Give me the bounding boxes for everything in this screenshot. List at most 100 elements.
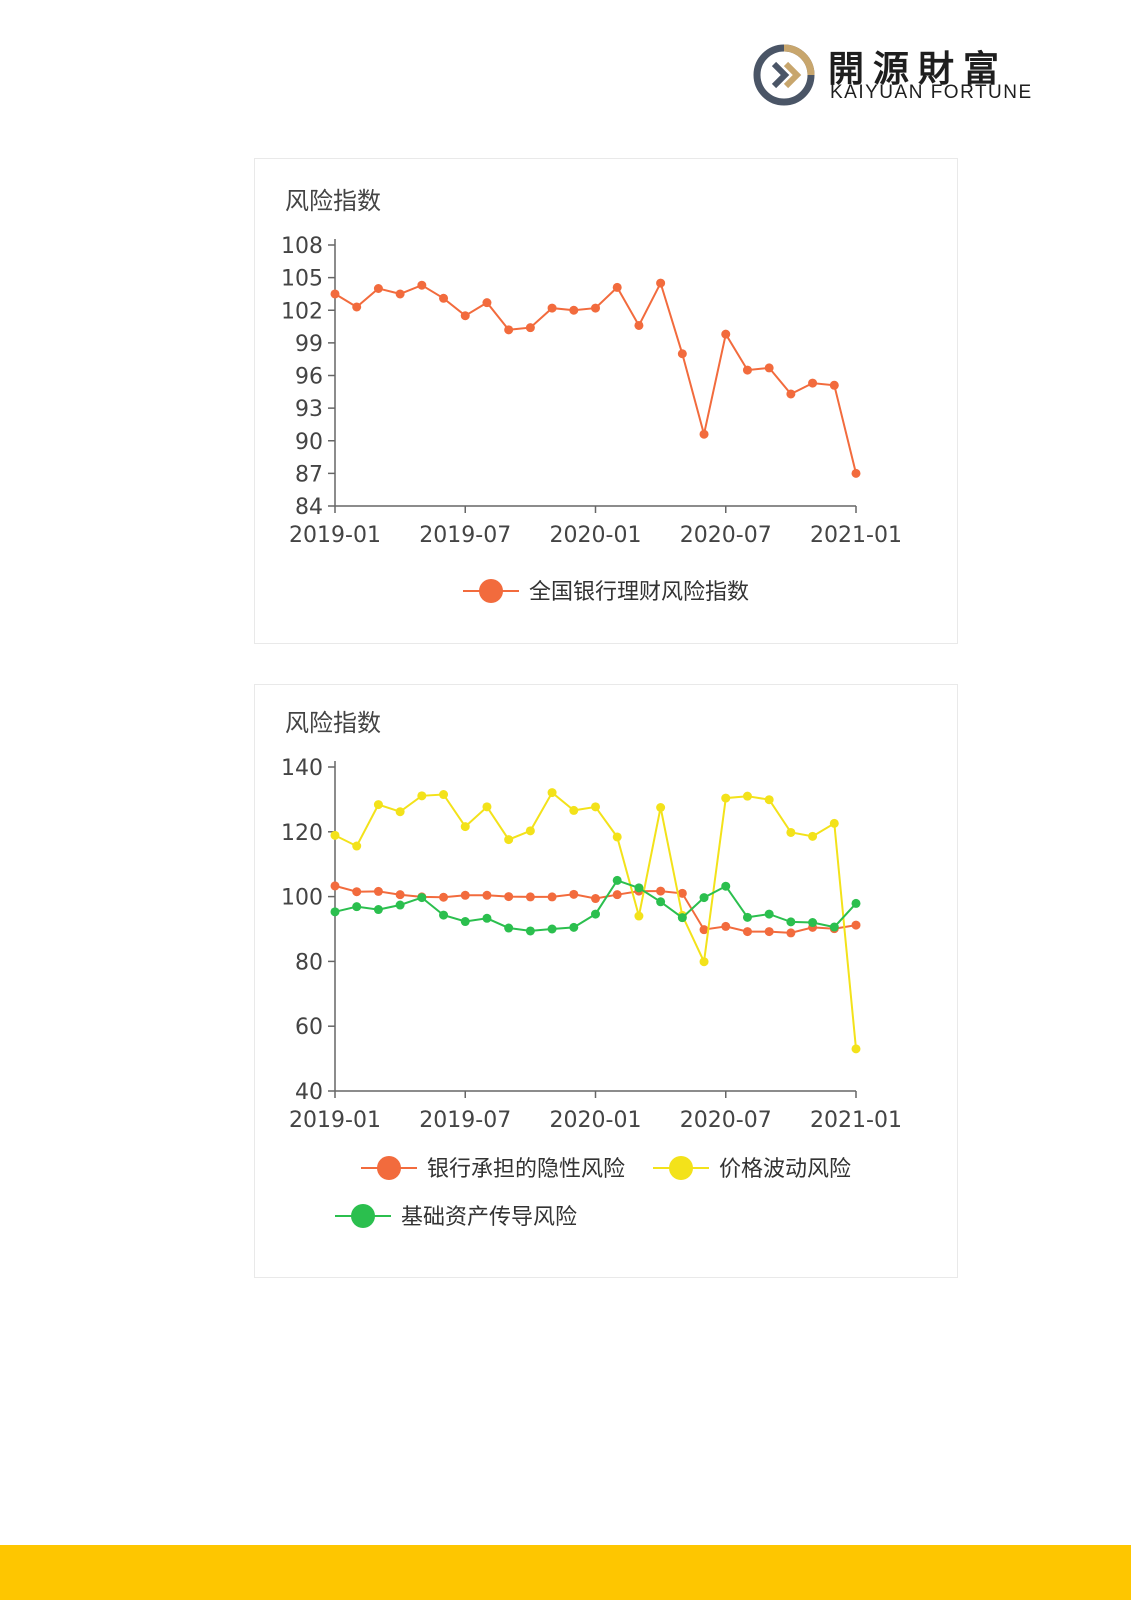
legend-label: 价格波动风险	[719, 1157, 851, 1182]
data-point	[656, 278, 666, 288]
data-point	[373, 886, 383, 896]
data-point	[808, 378, 818, 388]
y-tick-label: 102	[281, 299, 323, 324]
legend-marker	[351, 1204, 375, 1228]
data-point	[352, 302, 362, 312]
data-point	[742, 912, 752, 922]
chart-overall-risk: 风险指数 84 87 90 93 96 99 102 105 108 2019-01 2019-07 2…	[281, 187, 902, 605]
data-point	[547, 303, 557, 313]
y-tick-label: 90	[295, 430, 323, 455]
data-point	[612, 282, 622, 292]
data-point	[677, 913, 687, 923]
data-point	[504, 835, 514, 845]
y-tick-label: 99	[295, 332, 323, 357]
legend-label: 全国银行理财风险指数	[529, 580, 749, 605]
data-point	[525, 892, 535, 902]
data-point	[547, 788, 557, 798]
x-tick-label: 2019-07	[419, 1108, 511, 1133]
x-tick-label: 2020-07	[680, 523, 772, 548]
y-tick-label: 105	[281, 267, 323, 292]
data-point	[764, 927, 774, 937]
legend-marker	[377, 1156, 401, 1180]
data-point	[330, 830, 340, 840]
data-point	[395, 289, 405, 299]
data-point	[547, 892, 557, 902]
data-point	[330, 881, 340, 891]
data-point	[786, 917, 796, 927]
data-point	[482, 890, 492, 900]
chart-risk-components: 风险指数 40 60 80 100 120 140 2019-01 2019-07 2020-01…	[281, 709, 902, 1230]
legend-marker	[479, 579, 503, 603]
data-point	[569, 889, 579, 899]
x-tick-label: 2019-01	[289, 523, 381, 548]
chart-title: 风险指数	[285, 709, 381, 737]
y-tick-label: 60	[295, 1015, 323, 1040]
data-point	[591, 802, 600, 812]
data-point	[352, 887, 362, 897]
brand-name-cn: 開源財富	[828, 48, 1009, 90]
y-tick-label: 40	[295, 1080, 323, 1105]
data-point	[417, 893, 427, 903]
data-point	[612, 832, 622, 842]
x-tick-label: 2019-07	[419, 523, 511, 548]
data-point	[352, 841, 362, 851]
data-point	[829, 922, 839, 932]
data-point	[829, 818, 839, 828]
data-point	[656, 886, 666, 896]
data-point	[699, 429, 709, 439]
data-point	[656, 897, 666, 907]
data-point	[330, 907, 340, 917]
data-point	[721, 329, 731, 339]
data-point	[504, 892, 514, 902]
data-point	[417, 791, 427, 801]
x-tick-label: 2020-01	[550, 1108, 642, 1133]
data-point	[742, 365, 752, 375]
data-point	[677, 349, 687, 359]
legend-marker	[669, 1156, 693, 1180]
data-point	[547, 924, 557, 934]
data-point	[699, 925, 709, 935]
data-point	[525, 826, 535, 836]
data-point	[482, 802, 492, 812]
x-tick-label: 2020-07	[680, 1108, 772, 1133]
data-point	[742, 927, 752, 937]
y-tick-label: 140	[281, 756, 323, 781]
data-point	[851, 468, 861, 478]
data-point	[591, 303, 600, 313]
data-point	[634, 320, 644, 330]
data-point	[330, 289, 340, 299]
data-point	[504, 325, 514, 335]
chart-card-risk-components: 风险指数 40 60 80 100 120 140 2019-01 2019-07 2020-01…	[254, 684, 958, 1278]
x-tick-label: 2021-01	[810, 1108, 902, 1133]
data-point	[504, 923, 514, 933]
data-point	[439, 910, 449, 920]
data-point	[373, 284, 383, 293]
legend-label: 银行承担的隐性风险	[427, 1157, 625, 1182]
data-point	[569, 305, 579, 315]
data-point	[525, 323, 535, 333]
data-point	[525, 926, 535, 936]
x-tick-label: 2019-01	[289, 1108, 381, 1133]
data-point	[851, 1044, 861, 1054]
y-tick-label: 120	[281, 821, 323, 846]
data-point	[612, 875, 622, 885]
data-point	[591, 909, 600, 919]
data-point	[417, 280, 427, 290]
data-point	[634, 883, 644, 893]
data-point	[482, 298, 492, 308]
data-point	[851, 898, 861, 908]
data-point	[851, 920, 861, 930]
data-point	[786, 928, 796, 938]
x-tick-label: 2020-01	[550, 523, 642, 548]
data-point	[439, 892, 449, 902]
kaiyuan-logo-icon	[753, 44, 815, 106]
data-point	[699, 893, 709, 903]
data-point	[786, 827, 796, 837]
data-point	[569, 805, 579, 815]
data-point	[460, 890, 470, 900]
data-point	[829, 380, 839, 390]
brand-name-en: KAIYUAN FORTUNE	[830, 82, 1033, 103]
data-point	[764, 363, 774, 373]
data-point	[721, 793, 731, 803]
data-point	[395, 807, 405, 817]
